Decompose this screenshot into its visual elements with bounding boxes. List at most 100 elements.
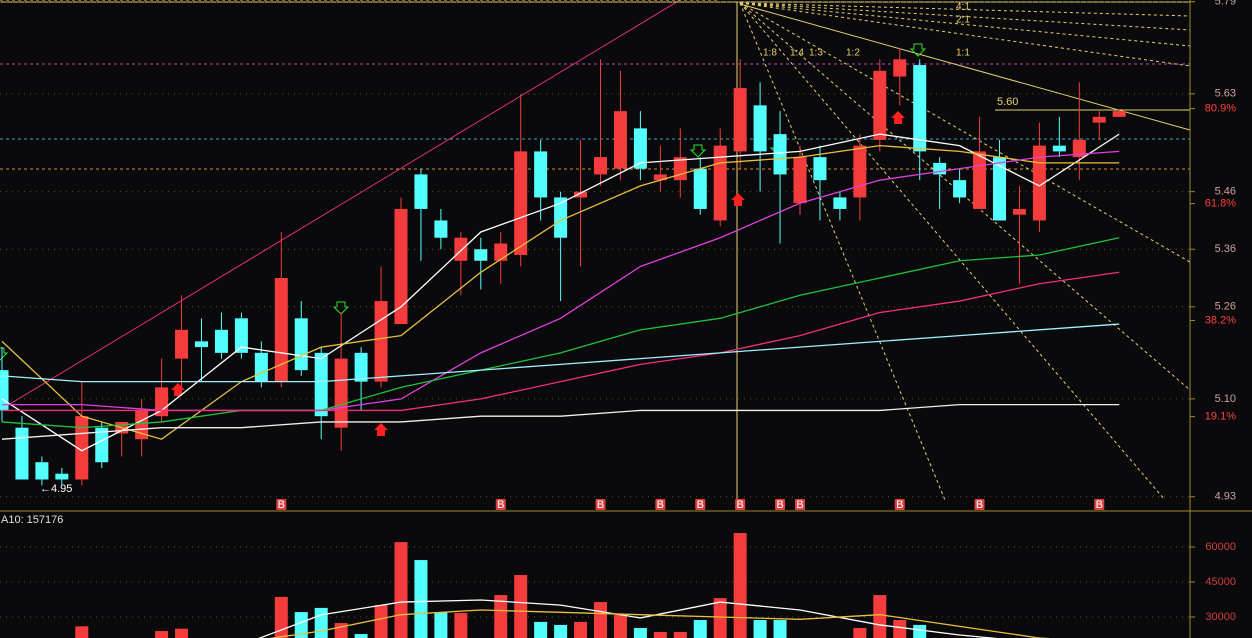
candle-body — [993, 157, 1006, 221]
volume-bar — [574, 621, 588, 638]
candle-body — [334, 358, 348, 428]
signal-box — [276, 499, 287, 510]
candle-body — [673, 157, 687, 181]
y2-tick-label: 45000 — [1205, 576, 1236, 588]
candle-body — [514, 151, 528, 255]
volume-bar — [75, 626, 89, 638]
signal-box — [775, 499, 786, 510]
volume-bar — [414, 560, 428, 638]
candle-body — [494, 243, 508, 261]
fan-label: 1:2 — [846, 48, 860, 59]
volume-bar — [514, 575, 528, 638]
candle-body — [1092, 116, 1106, 123]
candle-body — [793, 157, 807, 204]
candle-body — [933, 162, 947, 175]
volume-bar — [294, 612, 308, 638]
ma-line — [1, 323, 1120, 383]
candle-body — [95, 427, 109, 463]
candle-body — [733, 88, 747, 152]
candle-body — [1012, 208, 1026, 215]
ma-line — [258, 599, 998, 638]
signal-label: B — [597, 499, 604, 511]
candle-body — [55, 473, 69, 480]
volume-bar — [873, 595, 887, 638]
fan-label: 4:1 — [956, 2, 970, 13]
candle-body — [354, 352, 368, 382]
y-tick-label: 4.93 — [1215, 491, 1236, 503]
candle-body — [274, 278, 288, 382]
ma-line — [1, 133, 1120, 452]
fib-tick-label: 61.8% — [1205, 198, 1236, 210]
fib-tick-label: 80.9% — [1205, 103, 1236, 115]
candle-body — [753, 105, 767, 152]
candle-body — [314, 352, 328, 417]
volume-bar — [773, 620, 787, 638]
volume-bar — [554, 624, 568, 638]
volume-bar — [913, 624, 927, 638]
fib-tick-label: 38.2% — [1205, 314, 1236, 326]
volume-bar — [534, 621, 548, 638]
candle-body — [414, 174, 428, 209]
volume-bar — [374, 605, 388, 638]
ma-line — [1, 144, 1120, 440]
ma-line — [2, 271, 1120, 412]
candle-body — [35, 462, 49, 480]
fib-tick-label: 19.1% — [1205, 411, 1236, 423]
y-tick-label: 5.26 — [1215, 301, 1236, 313]
fan-label: 1:1 — [956, 48, 970, 59]
volume-bar — [893, 620, 907, 638]
signal-label: B — [1096, 499, 1103, 511]
signal-label: B — [657, 499, 664, 511]
candle-body — [973, 151, 987, 209]
candle-body — [913, 65, 927, 152]
signal-label: B — [896, 499, 903, 511]
candle-body — [214, 329, 228, 353]
volume-bar — [753, 620, 767, 638]
volume-bar — [853, 627, 867, 638]
candle-body — [1032, 145, 1046, 221]
y2-tick-label: 30000 — [1205, 611, 1236, 623]
fan-label: 1:4 — [790, 48, 804, 59]
low-label: ←4.95 — [40, 483, 72, 495]
volume-bar — [693, 620, 707, 638]
y-tick-label: 5.79 — [1215, 0, 1236, 8]
volume-bar — [733, 533, 747, 638]
candle-body — [653, 174, 667, 181]
volume-bar — [494, 595, 508, 638]
candle-body — [1072, 139, 1086, 158]
signal-box — [1094, 499, 1105, 510]
candle-body — [234, 318, 248, 353]
candle-body — [833, 197, 847, 209]
candle-body — [474, 249, 488, 261]
fan-label: 1:3 — [809, 48, 823, 59]
y-tick-label: 5.36 — [1215, 243, 1236, 255]
candle-body — [15, 427, 29, 480]
volume-bar — [334, 623, 348, 638]
signal-label: B — [776, 499, 783, 511]
signal-box — [655, 499, 666, 510]
signal-box — [795, 499, 805, 510]
volume-bar — [434, 612, 448, 638]
candle-body — [853, 145, 867, 198]
volume-bar — [354, 634, 368, 638]
signal-box — [894, 499, 905, 510]
signal-label: B — [278, 499, 285, 511]
volume-label: A10: 157176 — [1, 514, 63, 526]
candle-body — [953, 180, 967, 198]
candle-body — [175, 329, 189, 359]
signal-box — [595, 499, 606, 510]
volume-bar — [394, 542, 408, 638]
candle-body — [195, 341, 208, 348]
candle-body — [155, 387, 169, 417]
signal-label: B — [697, 499, 704, 511]
signal-label: B — [796, 499, 803, 511]
candle-body — [554, 197, 568, 238]
candle-body — [693, 168, 707, 209]
signal-box — [735, 499, 746, 510]
volume-bar — [155, 631, 169, 638]
signal-box — [695, 499, 706, 510]
candle-body — [1112, 111, 1126, 117]
